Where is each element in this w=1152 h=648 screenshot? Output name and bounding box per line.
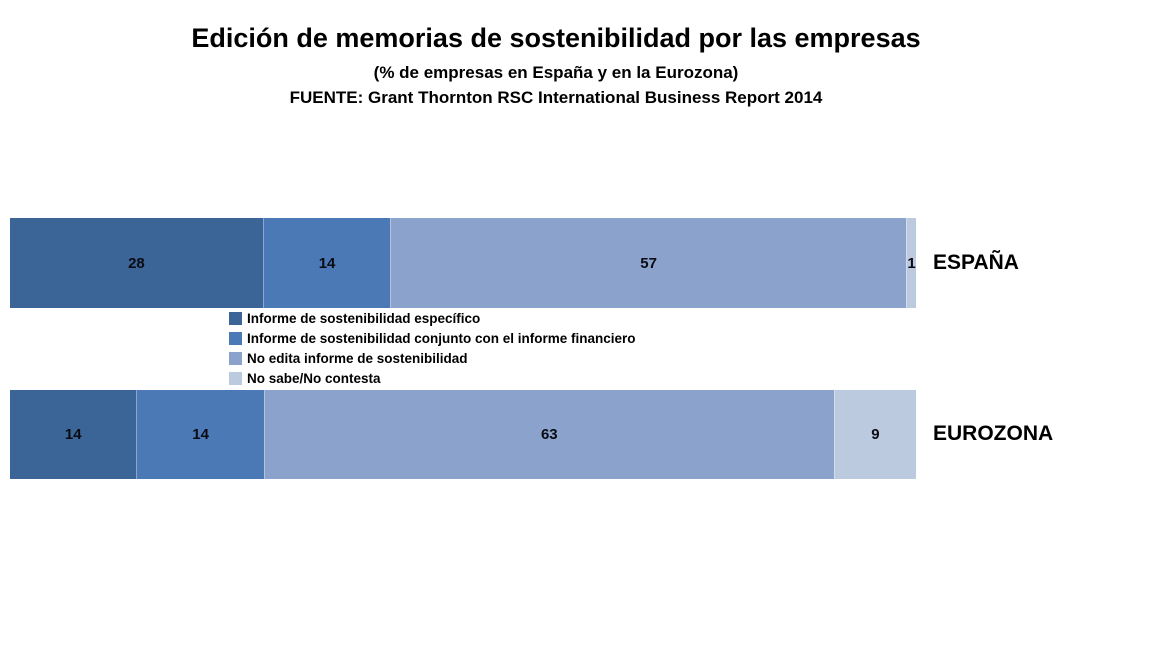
legend-item: No edita informe de sostenibilidad (229, 348, 636, 368)
chart-title: Edición de memorias de sostenibilidad po… (191, 23, 921, 53)
bar-segment: 9 (833, 390, 916, 479)
legend-swatch-icon (229, 371, 242, 385)
bar-row-eurozona: 14 14 63 9 (10, 390, 916, 479)
segment-value-label: 1 (907, 254, 916, 272)
legend-label: Informe de sostenibilidad específico (247, 310, 481, 326)
bar-row-espana: 28 14 57 1 (10, 218, 916, 308)
legend-label: No sabe/No contesta (247, 370, 381, 386)
legend-item: Informe de sostenibilidad conjunto con e… (229, 328, 636, 348)
bar-segment: 1 (905, 218, 916, 308)
bar-segment: 14 (10, 390, 137, 479)
segment-value-label: 63 (540, 426, 558, 443)
legend-item: Informe de sostenibilidad específico (229, 308, 636, 328)
segment-value-label: 14 (192, 426, 209, 443)
legend-label: Informe de sostenibilidad conjunto con e… (247, 330, 636, 346)
legend: Informe de sostenibilidad específico Info… (229, 308, 636, 388)
legend-swatch-icon (229, 351, 242, 365)
chart-subtitle: (% de empresas en España y en la Eurozon… (373, 63, 739, 82)
bar-segment: 28 (10, 218, 263, 308)
segment-value-label: 9 (871, 426, 880, 443)
chart-source: FUENTE: Grant Thornton RSC International… (289, 88, 823, 107)
legend-item: No sabe/No contesta (229, 368, 636, 388)
legend-label: No edita informe de sostenibilidad (247, 350, 468, 366)
legend-swatch-icon (229, 331, 242, 345)
legend-swatch-icon (229, 311, 242, 325)
bar-segment: 14 (262, 218, 391, 308)
category-label-espana: ESPAÑA (933, 251, 1019, 274)
segment-value-label: 14 (318, 254, 336, 272)
segment-value-label: 14 (64, 426, 82, 443)
bar-segment: 57 (390, 218, 906, 308)
bar-segment: 63 (263, 390, 834, 479)
segment-value-label: 57 (640, 254, 657, 272)
bar-segment: 14 (136, 390, 264, 479)
segment-value-label: 28 (128, 254, 145, 272)
category-label-eurozona: EUROZONA (933, 422, 1054, 445)
